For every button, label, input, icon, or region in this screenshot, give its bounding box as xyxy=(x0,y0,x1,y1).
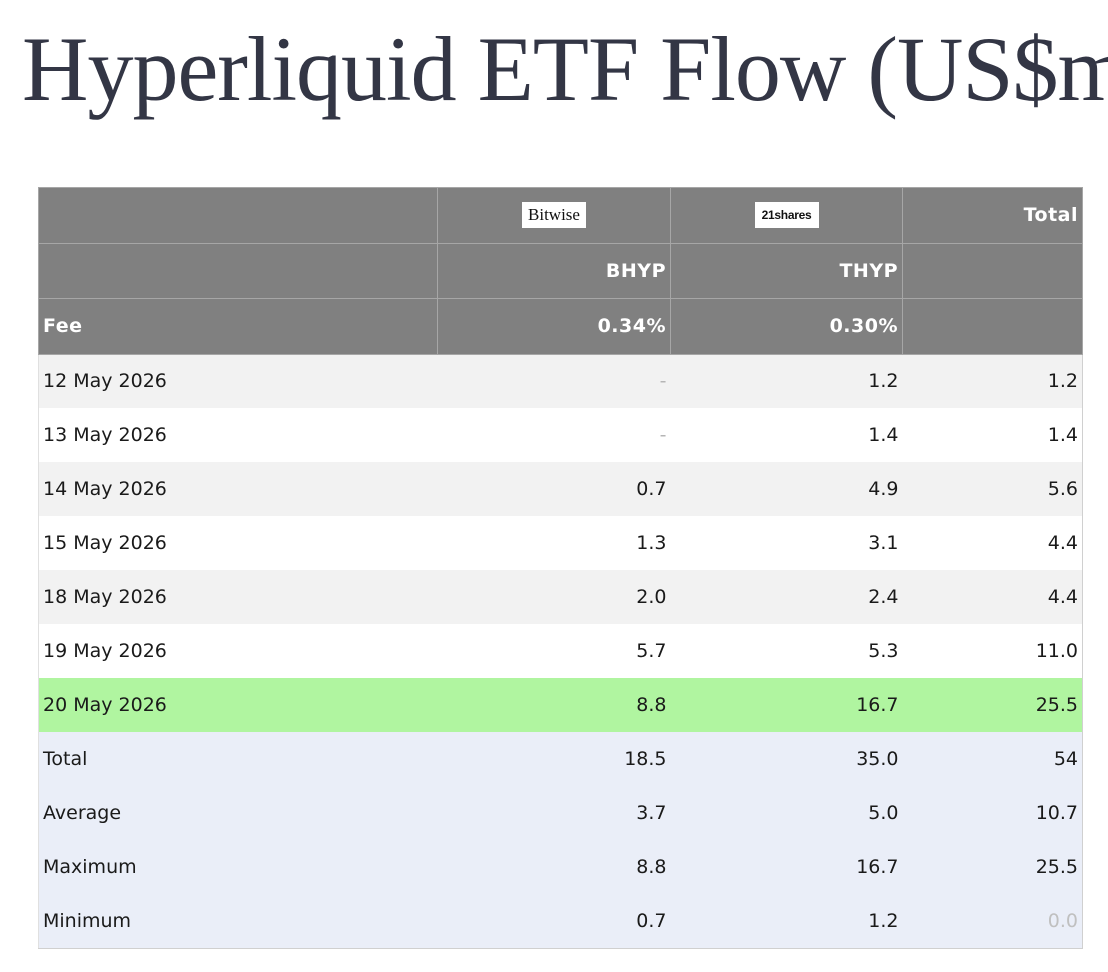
row-total: 4.4 xyxy=(902,516,1083,570)
summary-thyp: 35.0 xyxy=(670,732,903,786)
row-date: 20 May 2026 xyxy=(38,678,438,732)
summary-thyp: 5.0 xyxy=(670,786,903,840)
header-fee-row: Fee 0.34% 0.30% xyxy=(38,298,1083,355)
summary-bhyp: 0.7 xyxy=(437,894,671,948)
21shares-logo: 21shares xyxy=(754,202,819,229)
row-total: 25.5 xyxy=(902,678,1083,732)
etf-flow-table: Bitwise 21shares Total BHYP THYP Fee 0.3… xyxy=(38,187,1083,949)
row-thyp: 1.2 xyxy=(670,354,903,408)
row-total: 4.4 xyxy=(902,570,1083,624)
table-row: 14 May 2026 0.7 4.9 5.6 xyxy=(38,462,1083,516)
summary-row-total: Total 18.5 35.0 54 xyxy=(38,732,1083,786)
row-bhyp: 5.7 xyxy=(437,624,671,678)
page-title: Hyperliquid ETF Flow (US$m) xyxy=(22,18,1108,120)
header-logo-row: Bitwise 21shares Total xyxy=(38,187,1083,244)
row-bhyp: 0.7 xyxy=(437,462,671,516)
row-date: 12 May 2026 xyxy=(38,354,438,408)
summary-bhyp: 8.8 xyxy=(437,840,671,894)
row-date: 19 May 2026 xyxy=(38,624,438,678)
table-row: 13 May 2026 - 1.4 1.4 xyxy=(38,408,1083,462)
table-row: 18 May 2026 2.0 2.4 4.4 xyxy=(38,570,1083,624)
summary-row-average: Average 3.7 5.0 10.7 xyxy=(38,786,1083,840)
row-date: 14 May 2026 xyxy=(38,462,438,516)
row-date: 18 May 2026 xyxy=(38,570,438,624)
fee-label: Fee xyxy=(38,298,438,355)
ticker-thyp: THYP xyxy=(670,242,903,299)
row-thyp: 5.3 xyxy=(670,624,903,678)
header-empty-cell xyxy=(38,187,438,244)
summary-total: 0.0 xyxy=(902,894,1083,948)
summary-thyp: 1.2 xyxy=(670,894,903,948)
header-empty-cell xyxy=(902,298,1083,355)
bitwise-logo-cell: Bitwise xyxy=(437,187,671,244)
table-row: 15 May 2026 1.3 3.1 4.4 xyxy=(38,516,1083,570)
row-bhyp: 1.3 xyxy=(437,516,671,570)
summary-label: Total xyxy=(38,732,438,786)
row-bhyp: 8.8 xyxy=(437,678,671,732)
row-bhyp: - xyxy=(437,408,671,462)
summary-label: Maximum xyxy=(38,840,438,894)
summary-total: 10.7 xyxy=(902,786,1083,840)
row-date: 15 May 2026 xyxy=(38,516,438,570)
header-empty-cell xyxy=(38,242,438,299)
bitwise-logo: Bitwise xyxy=(522,202,586,229)
row-total: 1.4 xyxy=(902,408,1083,462)
row-thyp: 16.7 xyxy=(670,678,903,732)
summary-total: 54 xyxy=(902,732,1083,786)
row-thyp: 1.4 xyxy=(670,408,903,462)
ticker-bhyp: BHYP xyxy=(437,242,671,299)
table-row-highlighted: 20 May 2026 8.8 16.7 25.5 xyxy=(38,678,1083,732)
row-bhyp: 2.0 xyxy=(437,570,671,624)
row-total: 1.2 xyxy=(902,354,1083,408)
summary-bhyp: 3.7 xyxy=(437,786,671,840)
summary-total: 25.5 xyxy=(902,840,1083,894)
header-ticker-row: BHYP THYP xyxy=(38,242,1083,299)
row-total: 11.0 xyxy=(902,624,1083,678)
summary-label: Average xyxy=(38,786,438,840)
fee-bhyp: 0.34% xyxy=(437,298,671,355)
row-bhyp: - xyxy=(437,354,671,408)
summary-bhyp: 18.5 xyxy=(437,732,671,786)
row-date: 13 May 2026 xyxy=(38,408,438,462)
summary-label: Minimum xyxy=(38,894,438,948)
row-thyp: 3.1 xyxy=(670,516,903,570)
row-total: 5.6 xyxy=(902,462,1083,516)
summary-row-minimum: Minimum 0.7 1.2 0.0 xyxy=(38,894,1083,948)
fee-thyp: 0.30% xyxy=(670,298,903,355)
row-thyp: 4.9 xyxy=(670,462,903,516)
21shares-logo-cell: 21shares xyxy=(670,187,903,244)
row-thyp: 2.4 xyxy=(670,570,903,624)
header-total: Total xyxy=(902,187,1083,244)
table-row: 19 May 2026 5.7 5.3 11.0 xyxy=(38,624,1083,678)
summary-thyp: 16.7 xyxy=(670,840,903,894)
table-row: 12 May 2026 - 1.2 1.2 xyxy=(38,354,1083,408)
header-empty-cell xyxy=(902,242,1083,299)
summary-row-maximum: Maximum 8.8 16.7 25.5 xyxy=(38,840,1083,894)
